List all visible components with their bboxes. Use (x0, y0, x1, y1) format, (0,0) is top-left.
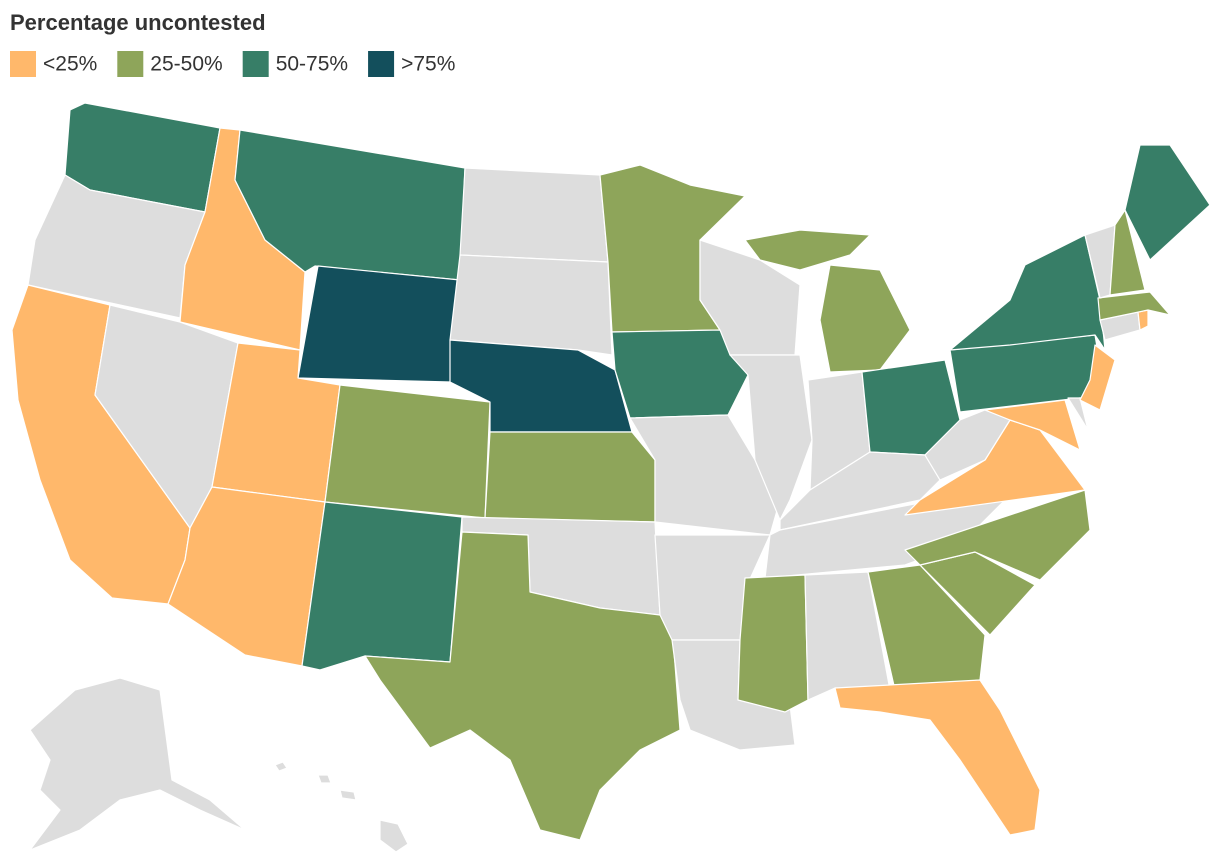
legend-swatch (10, 51, 36, 77)
state (984, 399, 1081, 451)
state (737, 574, 809, 713)
state (297, 265, 461, 383)
state (484, 431, 656, 523)
states (11, 102, 1211, 853)
legend: <25% 25-50% 50-75% >75% (10, 51, 455, 77)
state (1124, 144, 1211, 261)
legend-swatch (368, 51, 395, 77)
legend-swatch (242, 51, 269, 77)
state (301, 501, 463, 671)
state (324, 384, 491, 519)
state (744, 229, 871, 271)
state (449, 254, 613, 356)
state (629, 414, 781, 536)
map-title: Percentage uncontested (10, 10, 266, 35)
state (729, 354, 813, 521)
state (867, 564, 986, 691)
legend-label: >75% (401, 53, 455, 76)
state (274, 761, 409, 853)
state (29, 677, 246, 851)
state (1067, 397, 1089, 431)
legend-label: 50-75% (276, 53, 348, 76)
legend-label: 25-50% (150, 53, 222, 76)
state (1097, 291, 1171, 321)
state (819, 264, 911, 373)
state (1137, 309, 1149, 331)
legend-label: <25% (43, 53, 97, 76)
state (364, 531, 681, 841)
state (949, 234, 1106, 351)
state (1079, 344, 1116, 411)
state (459, 167, 609, 263)
legend-swatch (117, 51, 144, 77)
state (1109, 209, 1146, 296)
state (834, 679, 1041, 836)
